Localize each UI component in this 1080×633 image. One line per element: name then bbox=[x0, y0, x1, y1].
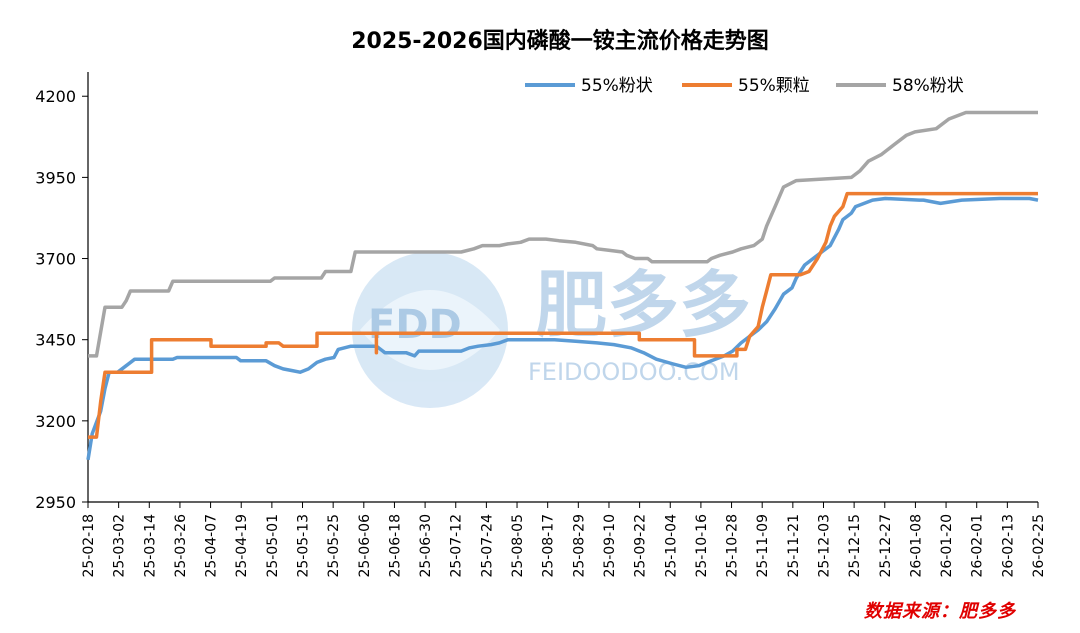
x-tick-label: 25-04-19 bbox=[234, 514, 250, 578]
y-tick-label: 3450 bbox=[35, 331, 76, 350]
x-tick-label: 25-07-24 bbox=[479, 514, 495, 578]
axes: 2950 3200 3450 3700 3950 4200 25-02-18 25-03-02… bbox=[35, 72, 1047, 578]
series-layer bbox=[86, 110, 1039, 461]
x-tick-label: 25-08-29 bbox=[571, 514, 587, 578]
x-tick-label: 25-07-12 bbox=[449, 514, 465, 578]
x-tick-label: 25-05-13 bbox=[296, 514, 312, 578]
x-tick-label: 25-02-18 bbox=[81, 514, 97, 578]
svg-text:FDD: FDD bbox=[368, 302, 462, 348]
y-tick-label: 3700 bbox=[35, 250, 76, 269]
watermark-logo: FDD 肥多多 FEIDOODOO.COM bbox=[352, 252, 751, 408]
x-tick-label: 25-08-17 bbox=[541, 514, 557, 578]
series-line-1 bbox=[86, 196, 1039, 461]
x-tick-label: 25-03-14 bbox=[142, 514, 158, 578]
x-tick-label: 25-06-30 bbox=[418, 514, 434, 578]
x-tick-label: 25-12-03 bbox=[816, 514, 832, 578]
legend-label-1: 55%粉状 bbox=[581, 76, 653, 96]
x-tick-label: 26-01-20 bbox=[939, 514, 955, 578]
x-tick-label: 25-09-22 bbox=[633, 514, 649, 578]
x-tick-label: 25-03-26 bbox=[173, 514, 189, 578]
x-tick-label: 26-01-08 bbox=[908, 514, 924, 578]
x-tick-label: 25-05-01 bbox=[265, 514, 281, 578]
x-tick-label: 25-10-04 bbox=[663, 514, 679, 578]
series-line-3 bbox=[88, 110, 1038, 358]
legend: 55%粉状 55%颗粒 58%粉状 bbox=[525, 76, 964, 96]
x-tick-label: 25-06-18 bbox=[387, 514, 403, 578]
x-tick-label: 26-02-01 bbox=[970, 514, 986, 578]
series-line-2 bbox=[88, 191, 1038, 439]
x-tick-label: 25-04-07 bbox=[204, 514, 220, 578]
x-tick-label: 25-08-05 bbox=[510, 514, 526, 578]
x-tick-label: 25-11-21 bbox=[786, 514, 802, 578]
x-tick-label: 26-02-25 bbox=[1031, 514, 1047, 578]
x-tick-label: 25-05-25 bbox=[326, 514, 342, 578]
y-tick-label: 3200 bbox=[35, 412, 76, 431]
chart-title: 2025-2026国内磷酸一铵主流价格走势图 bbox=[351, 28, 769, 54]
x-tick-label: 25-12-27 bbox=[878, 514, 894, 578]
x-tick-label: 25-09-10 bbox=[602, 514, 618, 578]
y-tick-label: 2950 bbox=[35, 493, 76, 512]
x-tick-label: 25-10-16 bbox=[694, 514, 710, 578]
x-tick-label: 25-03-02 bbox=[112, 514, 128, 578]
x-tick-label: 25-11-09 bbox=[755, 514, 771, 578]
data-source-note: 数据来源：肥多多 bbox=[864, 601, 1016, 622]
x-tick-label: 25-06-06 bbox=[357, 514, 373, 578]
y-tick-label: 4200 bbox=[35, 87, 76, 106]
legend-label-2: 55%颗粒 bbox=[738, 76, 810, 96]
x-tick-label: 25-10-28 bbox=[725, 514, 741, 578]
y-tick-label: 3950 bbox=[35, 168, 76, 187]
x-tick-label: 26-02-13 bbox=[1000, 514, 1016, 578]
x-tick-label: 25-12-15 bbox=[847, 514, 863, 578]
legend-label-3: 58%粉状 bbox=[892, 76, 964, 96]
